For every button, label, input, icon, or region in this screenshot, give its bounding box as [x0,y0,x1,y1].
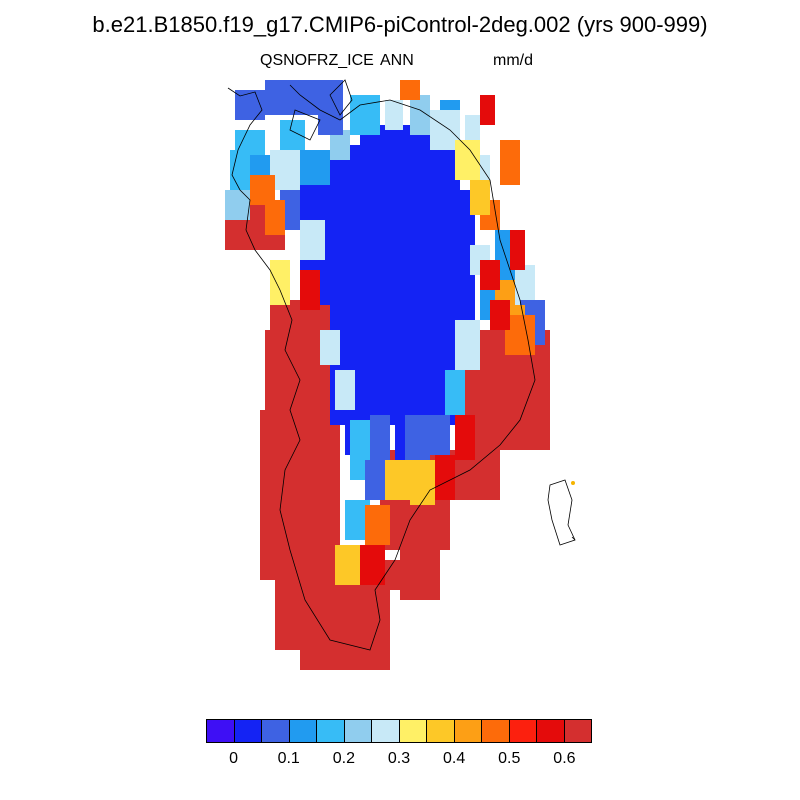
map-cell [280,120,305,150]
colorbar-swatch [482,720,510,742]
map-cell [500,140,520,185]
map-cell [260,410,340,580]
colorbar-swatch [509,720,537,742]
map-cell [385,460,410,500]
colorbar-swatch [289,720,317,742]
map-cell [405,415,430,460]
map-cell [435,455,455,500]
map-cell [235,90,265,120]
plot-title: b.e21.B1850.f19_g17.CMIP6-piControl-2deg… [92,12,708,37]
map-cell [265,200,285,235]
map-cell [350,95,380,135]
map-cell [318,80,343,135]
map-cell [510,230,525,270]
map-cell [480,260,500,290]
map-cell [335,545,360,585]
map-grid-cells [225,80,550,670]
coast-island-1 [329,79,353,116]
colorbar-swatch [454,720,482,742]
map-cell [490,300,510,330]
map-cell [410,460,435,505]
colorbar-swatch [344,720,372,742]
map-cell [480,95,495,125]
colorbar-swatch [262,720,290,742]
coastline-path [227,84,536,651]
coastline [227,79,576,651]
colorbar-tick-label: 0.3 [387,750,411,767]
colorbar-swatch [207,720,235,742]
variable-label: QSNOFRZ_ICE [260,52,374,69]
colorbar-swatch [537,720,565,742]
map-cell [410,95,430,135]
map-cell [455,320,480,370]
map-cell [300,220,325,260]
map-cell [300,150,330,185]
map-cell [265,80,325,115]
map-cell [225,190,250,220]
map-cell [360,545,385,585]
colorbar-swatch [564,720,591,742]
map-cell [445,370,465,415]
map-cell [320,330,340,365]
map-cell [430,415,450,455]
map-cell [455,190,475,320]
map-cell [455,415,475,460]
colorbar-tick-label: 0.1 [277,750,300,767]
colorbar-swatch [317,720,345,742]
map-cell [270,260,290,305]
units-label: mm/d [493,52,533,69]
map-cell [470,180,490,215]
colorbar [206,719,592,743]
map-cell [300,270,320,310]
map-marker [571,481,575,485]
map-cell [300,620,380,670]
colorbar-swatch [372,720,400,742]
map-cell [365,460,385,500]
map-cell [515,265,535,305]
map-cell [455,140,480,180]
map-cell [400,80,420,100]
colorbar-tick-label: 0 [229,750,239,767]
map-cell [370,415,390,460]
map-cell [385,560,420,590]
colorbar-swatch [399,720,427,742]
map-cell [270,300,310,380]
map-cell [330,130,350,160]
colorbar-swatch [234,720,262,742]
colorbar-tick-label: 0.5 [498,750,521,767]
greenland-map [225,79,576,670]
map-cell [335,370,355,410]
map-cell [385,100,403,130]
colorbar-swatch [427,720,455,742]
coast-island-2 [289,109,321,141]
map-cell [365,505,390,545]
season-label: ANN [380,52,414,69]
colorbar-tick-label: 0.2 [332,750,355,767]
colorbar-tick-label: 0.4 [443,750,466,767]
coast-island-3 [547,479,576,546]
colorbar-tick-label: 0.6 [553,750,576,767]
coast-island-4 [571,536,576,541]
